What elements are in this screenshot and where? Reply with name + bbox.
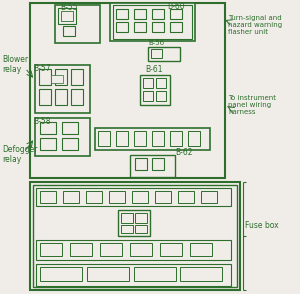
Bar	[116, 22, 128, 32]
Text: Turn-signal and
hazard warning
flasher unit: Turn-signal and hazard warning flasher u…	[228, 15, 282, 35]
Bar	[40, 243, 62, 256]
Bar	[39, 89, 51, 105]
Bar	[35, 118, 90, 156]
Bar	[155, 191, 171, 203]
Bar	[140, 75, 170, 105]
Text: B-55: B-55	[60, 3, 78, 12]
Bar	[152, 22, 164, 32]
Text: B-58: B-58	[33, 117, 50, 126]
Bar	[40, 267, 82, 281]
Bar	[135, 158, 147, 170]
Bar	[30, 3, 225, 178]
Bar	[71, 69, 83, 85]
Bar	[130, 155, 175, 177]
Bar	[143, 78, 153, 88]
Text: B-60: B-60	[167, 2, 184, 11]
Bar	[71, 89, 83, 105]
Bar	[156, 78, 166, 88]
Bar	[118, 210, 150, 236]
Bar	[51, 75, 63, 83]
Bar	[201, 191, 217, 203]
Bar	[63, 191, 79, 203]
Bar	[178, 191, 194, 203]
Bar	[109, 191, 125, 203]
Bar	[55, 69, 67, 85]
Bar	[151, 49, 162, 58]
Bar	[121, 213, 133, 223]
Bar	[87, 267, 129, 281]
Bar	[152, 131, 164, 146]
Bar	[30, 182, 240, 290]
Bar	[98, 131, 110, 146]
Text: Defogger
relay: Defogger relay	[2, 145, 38, 164]
Bar	[63, 26, 75, 36]
Bar	[143, 91, 153, 101]
Bar	[190, 243, 212, 256]
Text: B-61: B-61	[145, 65, 163, 74]
Bar	[148, 47, 180, 61]
Bar	[100, 243, 122, 256]
Bar	[152, 9, 164, 19]
Text: B-56: B-56	[148, 40, 164, 46]
Bar	[110, 3, 195, 41]
Bar	[170, 9, 182, 19]
Bar	[134, 267, 176, 281]
Bar	[121, 225, 133, 233]
Text: Fuse box: Fuse box	[245, 220, 279, 230]
Bar	[40, 122, 56, 134]
Bar	[95, 128, 210, 150]
Bar	[35, 65, 90, 113]
Bar	[134, 22, 146, 32]
Bar	[40, 191, 56, 203]
Bar	[134, 131, 146, 146]
Bar	[86, 191, 102, 203]
Bar	[180, 267, 222, 281]
Bar	[116, 131, 128, 146]
Bar	[170, 22, 182, 32]
Text: B-57: B-57	[33, 64, 51, 73]
Bar	[40, 138, 56, 150]
Bar	[36, 188, 231, 206]
Bar	[33, 185, 237, 287]
Bar	[188, 131, 200, 146]
Bar	[116, 9, 128, 19]
Bar	[135, 213, 147, 223]
Bar	[156, 91, 166, 101]
Bar	[130, 243, 152, 256]
Bar	[39, 69, 51, 85]
Bar	[113, 5, 192, 39]
Bar	[70, 243, 92, 256]
Text: B-62: B-62	[175, 148, 193, 157]
Bar	[36, 264, 231, 286]
Text: To instrument
panel wiring
harness: To instrument panel wiring harness	[228, 95, 276, 115]
Bar	[134, 9, 146, 19]
Bar	[61, 11, 73, 21]
Bar	[62, 122, 78, 134]
Bar	[132, 191, 148, 203]
Bar	[58, 8, 76, 24]
Bar	[55, 89, 67, 105]
Bar	[135, 225, 147, 233]
Bar	[170, 131, 182, 146]
Text: Blower
relay: Blower relay	[2, 55, 28, 74]
Bar	[152, 158, 164, 170]
Bar	[55, 5, 100, 43]
Bar	[160, 243, 182, 256]
Bar	[36, 240, 231, 260]
Bar	[62, 138, 78, 150]
